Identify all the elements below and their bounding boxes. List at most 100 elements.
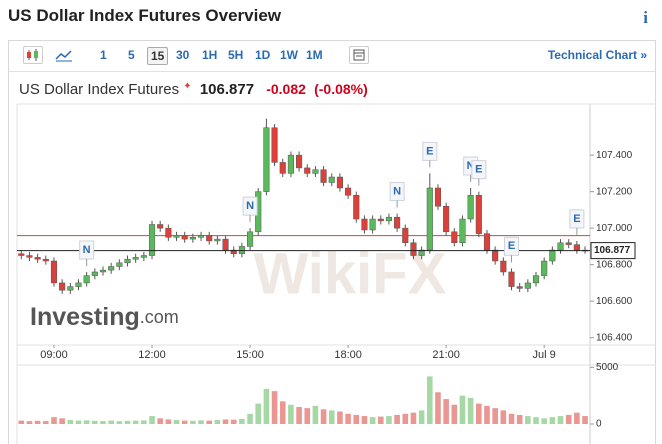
volume-bar [279, 401, 286, 424]
volume-bar [190, 420, 196, 424]
timeframe-button[interactable]: 1 [100, 48, 107, 62]
volume-bar [34, 420, 41, 424]
timeframe-button[interactable]: 5 [128, 48, 135, 62]
volume-bar [239, 418, 245, 424]
timeframe-button[interactable]: 30 [176, 48, 190, 62]
volume-bar [43, 421, 49, 424]
candle-body [443, 205, 450, 233]
candle-body [50, 260, 58, 284]
chart-panel: 1 5 15 30 1H 5H 1D 1W 1M Technical Chart » US Do… [8, 40, 656, 444]
volume-bar [369, 417, 376, 424]
volume-bar [26, 421, 33, 424]
candle-body [434, 187, 442, 207]
candle-body [42, 258, 49, 262]
last-price-label: 106.877 [594, 245, 631, 256]
candle-body [475, 195, 482, 234]
candle-type-button[interactable] [23, 46, 43, 64]
candle-body [541, 260, 548, 276]
timeframe-button[interactable]: 1H [202, 48, 218, 62]
candle-body [353, 195, 360, 220]
candle-body [328, 176, 335, 183]
candle-body [148, 224, 156, 256]
candle-body [369, 218, 376, 231]
candle-body [222, 238, 229, 251]
candle-body [83, 275, 90, 284]
volume-bar [247, 413, 253, 424]
candle-body [492, 249, 499, 262]
volume-bar [304, 408, 311, 424]
volume-bar [157, 418, 163, 424]
candle-body [279, 162, 286, 174]
candle-body [108, 266, 115, 271]
volume-bar [574, 412, 580, 424]
candle-body [549, 249, 556, 262]
toolbar: 1 5 15 30 1H 5H 1D 1W 1M Technical Chart » [9, 41, 655, 72]
volume-bar [206, 420, 213, 424]
candle-body [508, 271, 515, 287]
volume-bar [173, 420, 180, 424]
volume-bar [288, 404, 294, 424]
event-label: E [508, 240, 515, 252]
volume-bar [402, 413, 409, 424]
timeframe-button[interactable]: 1M [306, 48, 323, 62]
candle-body [67, 286, 74, 291]
volume-bar [467, 397, 474, 424]
event-label: N [393, 185, 401, 197]
volume-bar [320, 409, 327, 424]
y-tick-label: 106.800 [596, 259, 633, 270]
candle-body [402, 227, 409, 244]
candle-body [189, 237, 196, 240]
volume-bar [67, 420, 74, 424]
volume-bar [418, 410, 425, 424]
candle-body [263, 127, 270, 192]
settings-button[interactable] [349, 46, 369, 64]
volume-bar [92, 420, 98, 424]
volume-bar [516, 414, 523, 424]
logo-word: Investing [30, 303, 140, 331]
candle-body [197, 235, 205, 238]
volume-bar [255, 403, 262, 424]
timeframe-button[interactable]: 1D [255, 48, 271, 62]
volume-bar [410, 412, 417, 424]
volume-bar [181, 420, 188, 424]
candle-body [320, 169, 327, 183]
candle-body [459, 218, 466, 244]
y-tick-label: 107.200 [596, 186, 633, 197]
candle-body [75, 282, 82, 287]
volume-bar [83, 420, 90, 424]
candle-body [287, 154, 294, 174]
y-tick-label: 106.600 [596, 296, 633, 307]
candle-body [361, 218, 368, 231]
x-tick-label: 09:00 [40, 349, 68, 361]
volume-bar [51, 417, 57, 424]
volume-bar [328, 410, 335, 424]
volume-bar [533, 417, 539, 424]
candle-body [557, 242, 564, 251]
volume-bar [492, 408, 498, 424]
price-change-pct: (-0.08%) [314, 81, 368, 97]
x-tick-label: 18:00 [334, 349, 362, 361]
timeframe-button[interactable]: 15 [147, 47, 169, 65]
candle-body [18, 253, 25, 256]
event-label: N [83, 244, 91, 256]
candle-body [410, 242, 417, 256]
candle-body [573, 244, 580, 251]
volume-bar [165, 419, 172, 424]
timeframe-button[interactable]: 1W [280, 48, 298, 62]
volume-bar [222, 419, 229, 424]
candle-body [565, 242, 572, 245]
flag-icon: ✦ [183, 81, 192, 92]
line-type-button[interactable] [53, 46, 73, 64]
volume-bar [386, 416, 392, 424]
volume-bar [582, 416, 588, 424]
info-icon[interactable]: i [643, 8, 648, 27]
volume-bar [508, 413, 515, 424]
technical-chart-link[interactable]: Technical Chart » [547, 48, 647, 62]
volume-bar [459, 395, 466, 424]
volume-bar [525, 416, 531, 424]
logo: Investing.com [30, 303, 179, 331]
timeframe-button[interactable]: 5H [228, 48, 244, 62]
candle-body [483, 233, 491, 251]
x-tick-label: 12:00 [138, 349, 166, 361]
